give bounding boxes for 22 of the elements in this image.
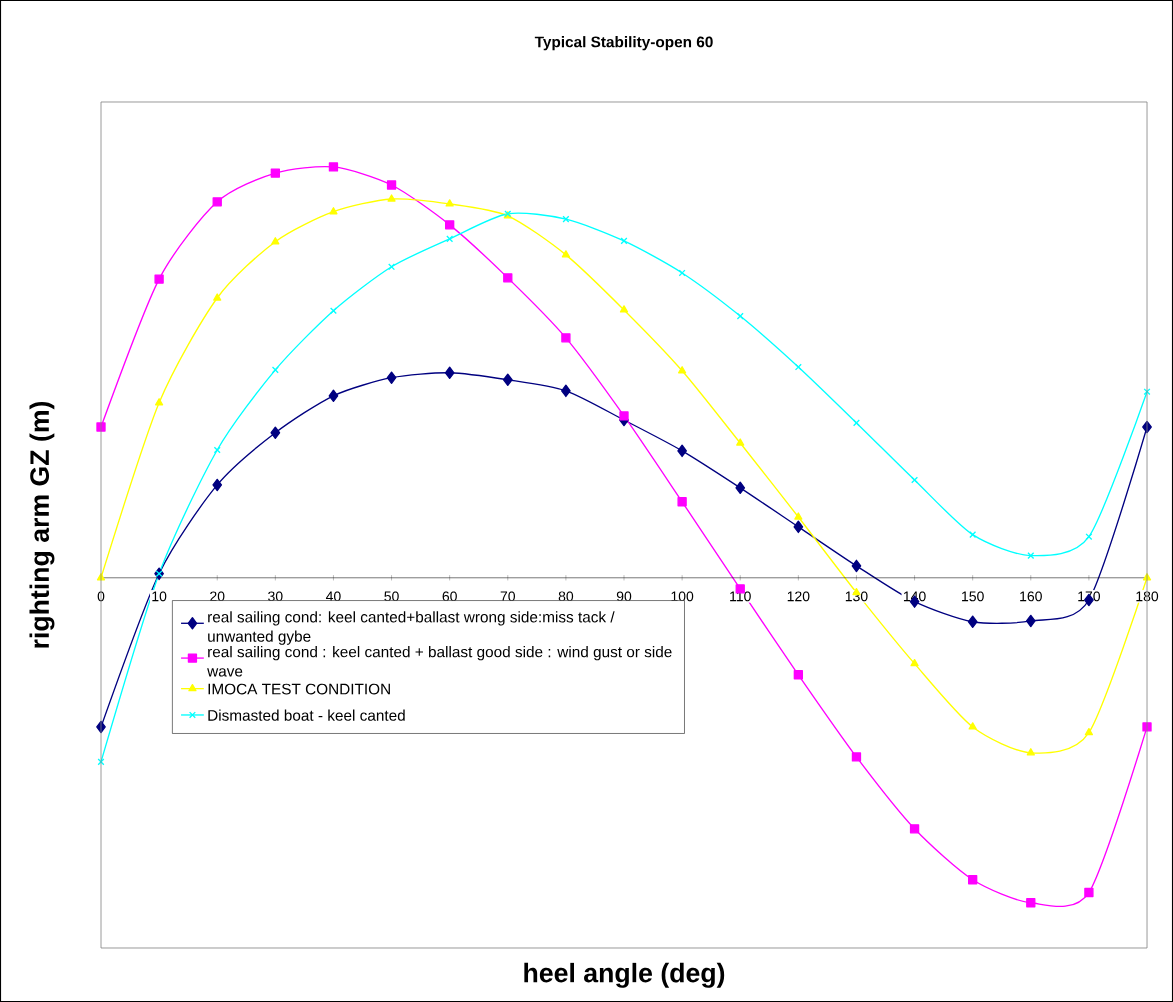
- y-axis-title: righting arm GZ (m): [29, 401, 55, 648]
- x-tick-label: 150: [962, 591, 984, 602]
- x-tick-label: 110: [730, 591, 751, 602]
- x-tick-label: 180: [1136, 591, 1159, 602]
- x-tick-label: 30: [268, 591, 283, 602]
- x-tick-label: 40: [325, 591, 341, 602]
- x-tick-label: 80: [558, 591, 574, 602]
- x-tick-label: 120: [787, 591, 810, 602]
- x-tick-label: 70: [500, 591, 516, 602]
- x-tick-label: 160: [1020, 591, 1042, 602]
- x-tick-label: 90: [616, 591, 632, 602]
- x-tick-label: 20: [210, 591, 225, 602]
- legend-label: IMOCA TEST CONDITION: [208, 683, 390, 695]
- x-tick-label: 60: [442, 591, 457, 602]
- legend-label: Dismasted boat - keel canted: [208, 709, 405, 721]
- x-tick-label: 10: [152, 591, 167, 602]
- x-tick-label: 100: [671, 591, 694, 602]
- legend-label: real sailing cond : keel canted + ballast good side : wind gust or side wave: [207, 646, 672, 677]
- x-tick-label: 0: [97, 591, 105, 602]
- x-axis-title: heel angle (deg): [524, 962, 725, 988]
- x-tick-label: 50: [384, 591, 399, 602]
- chart-title: Typical Stability-open 60: [534, 36, 713, 51]
